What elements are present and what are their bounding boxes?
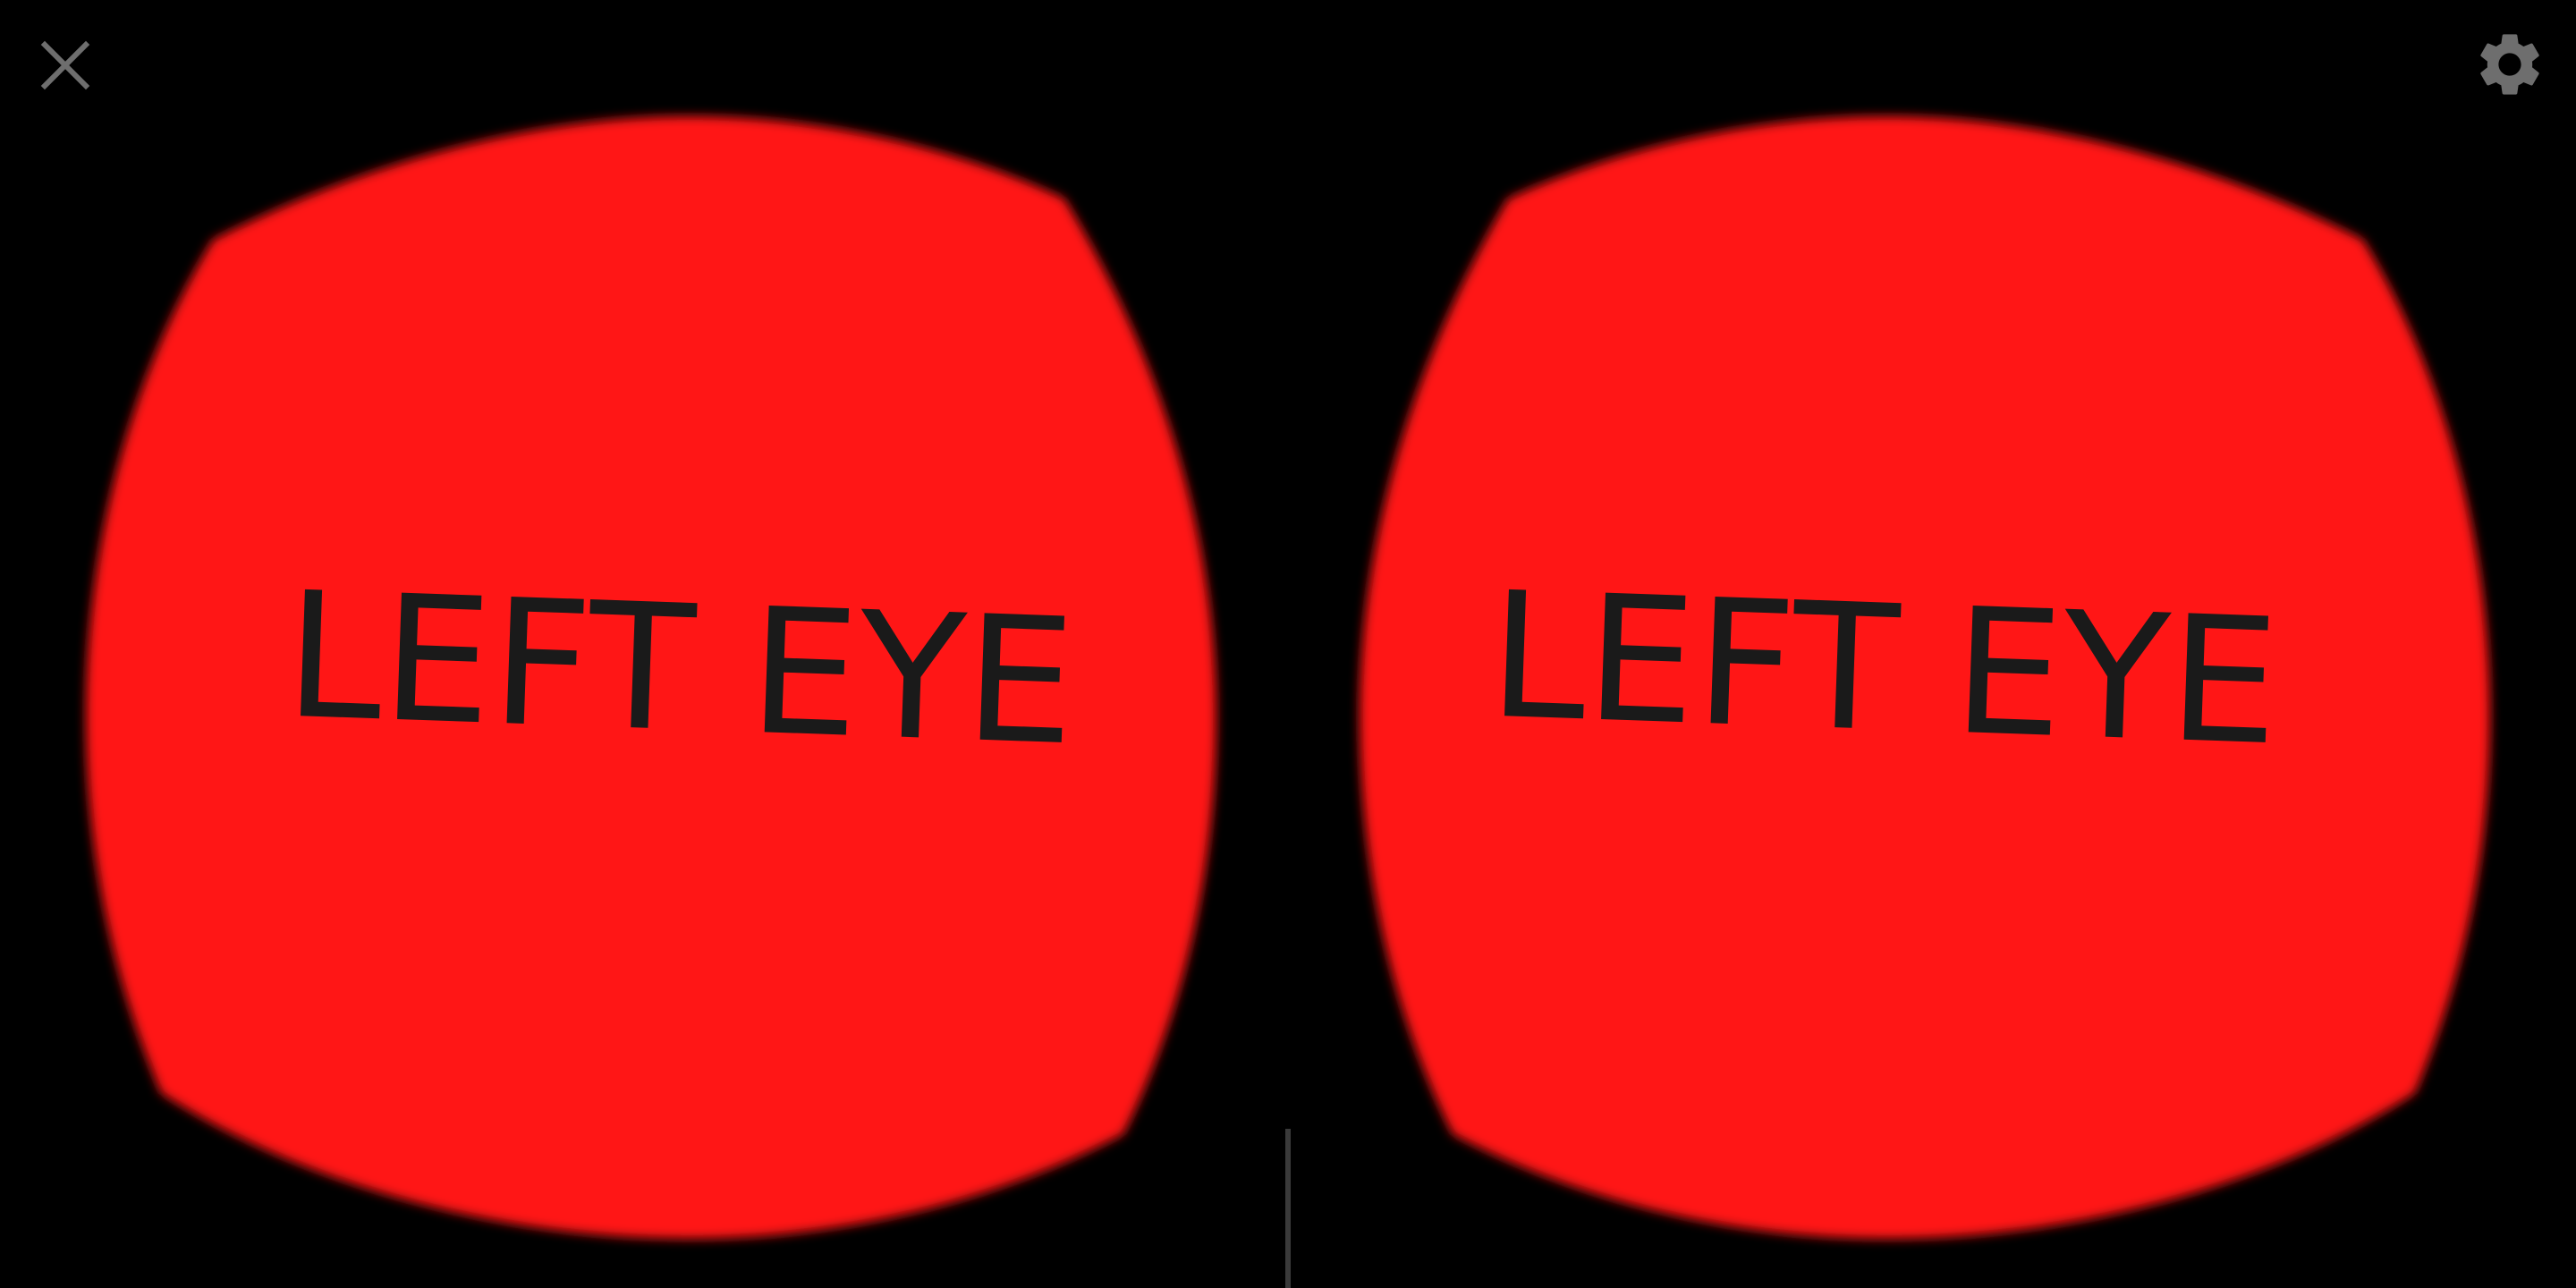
left-eye-view: LEFT EYE: [86, 116, 1216, 1239]
center-divider: [1285, 1129, 1291, 1288]
right-lens: [1360, 116, 2490, 1239]
close-icon: [40, 40, 90, 90]
right-eye-label: LEFT EYE: [1486, 555, 2282, 784]
right-eye-view: LEFT EYE: [1360, 116, 2490, 1239]
settings-button[interactable]: [2472, 27, 2547, 102]
left-lens: [86, 116, 1216, 1239]
gear-icon: [2480, 34, 2539, 95]
close-button[interactable]: [34, 34, 97, 97]
left-eye-label: LEFT EYE: [282, 555, 1078, 784]
